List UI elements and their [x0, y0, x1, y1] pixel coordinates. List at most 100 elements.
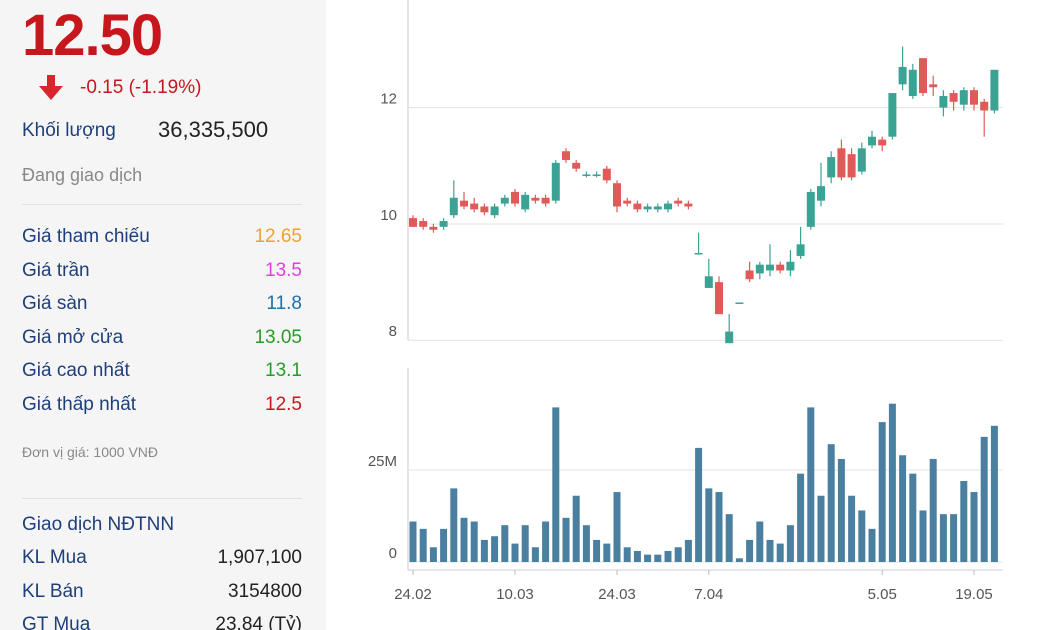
row-value: 13.05 [254, 326, 302, 348]
volume-bar [531, 547, 539, 562]
volume-bar [746, 539, 754, 562]
volume-bar [756, 521, 764, 562]
volume-bar [766, 539, 774, 562]
separator [22, 204, 302, 205]
candle-body [837, 148, 846, 178]
candle-body [643, 206, 652, 210]
volume-bar [460, 517, 468, 562]
candle-body [715, 282, 723, 315]
foreign-title: Giao dịch NĐTNN [22, 514, 175, 535]
candle-body [888, 93, 897, 137]
volume-value: 36,335,500 [158, 117, 269, 142]
volume-bar [858, 510, 866, 562]
volume-bar [786, 525, 794, 562]
row-value: 12.65 [254, 226, 302, 247]
price-row: Giá mở cửa 13.05 [22, 327, 302, 357]
candle-body [878, 139, 887, 146]
row-label: KL Mua [22, 547, 87, 568]
candle-body [796, 244, 805, 256]
candle-body [582, 174, 591, 176]
volume-bar [440, 528, 448, 562]
volume-bar [960, 481, 968, 562]
candle-body [857, 148, 866, 172]
volume-bar [429, 547, 437, 562]
candle-body [725, 331, 734, 344]
volume-bar [888, 403, 896, 562]
volume-bar [929, 458, 937, 562]
candle-body [633, 203, 642, 210]
candle-body [939, 95, 948, 108]
candle-body [439, 221, 448, 227]
y-tick-label: 10 [380, 207, 397, 224]
volume-bar [562, 517, 570, 562]
price-row: Giá trần 13.5 [22, 260, 302, 290]
candle-body [490, 206, 499, 216]
y-tick-label: 8 [389, 323, 397, 340]
price-row: Giá cao nhất 13.1 [22, 360, 302, 390]
trading-status: Đang giao dịch [22, 165, 143, 185]
volume-bar [837, 458, 845, 562]
candle-body [755, 264, 764, 274]
y-tick-label: 25M [368, 453, 397, 470]
candle-body [694, 253, 703, 255]
candle-body [419, 221, 428, 227]
candle-body [429, 226, 438, 230]
candle-body [674, 200, 683, 204]
volume-bar [480, 539, 488, 562]
candle-body [521, 194, 530, 210]
volume-bar [450, 488, 458, 562]
volume-bar [542, 521, 550, 562]
volume-bar [848, 495, 856, 562]
volume-bar [950, 514, 958, 562]
candle-body [460, 200, 468, 207]
x-tick-label: 24.02 [394, 586, 432, 603]
volume-bar [878, 422, 886, 562]
quote-panel: 12.50 -0.15 (-1.19%) Khối lượng 36,335,5… [0, 0, 326, 630]
candle-body [827, 157, 836, 178]
volume-bar [980, 436, 988, 562]
volume-bar [572, 495, 580, 562]
candle-body [949, 93, 958, 102]
row-label: Giá tham chiếu [22, 226, 150, 247]
x-tick-label: 7.04 [694, 586, 723, 603]
x-tick-label: 10.03 [496, 586, 534, 603]
volume-bar [909, 473, 917, 562]
volume-bar [501, 525, 509, 562]
y-tick-label: 12 [380, 91, 397, 108]
volume-bar [776, 543, 784, 562]
candle-body [511, 191, 519, 204]
volume-bar [715, 492, 723, 562]
row-label: Giá sàn [22, 293, 88, 315]
volume-bar [419, 528, 427, 562]
price-change: -0.15 (-1.19%) [80, 77, 202, 98]
price-row: Giá sàn 11.8 [22, 293, 302, 323]
price-unit: Đơn vị giá: 1000 VNĐ [22, 444, 159, 460]
volume-bar [725, 514, 733, 562]
candle-body [970, 90, 978, 105]
candle-body [735, 302, 744, 304]
volume-bar [970, 492, 978, 562]
row-value: 13.1 [265, 360, 302, 382]
volume-bar [470, 521, 478, 562]
x-tick-label: 5.05 [868, 586, 897, 603]
volume-bar [939, 514, 947, 562]
volume-label: Khối lượng [22, 120, 116, 141]
candle-body [449, 197, 458, 216]
volume-bar [735, 558, 743, 562]
candle-body [470, 203, 479, 210]
volume-bar [491, 536, 499, 562]
candle-body [980, 101, 989, 111]
volume-bar [552, 407, 560, 562]
row-label: Giá mở cửa [22, 326, 124, 348]
volume-bar [817, 495, 825, 562]
x-tick-label: 24.03 [598, 586, 636, 603]
row-value: 1,907,100 [217, 547, 302, 568]
candle-body [602, 168, 611, 181]
row-value: 3154800 [228, 580, 302, 602]
candle-body [868, 136, 876, 146]
volume-bar [827, 444, 835, 562]
candle-body [480, 206, 489, 213]
row-label: Giá thấp nhất [22, 394, 137, 415]
